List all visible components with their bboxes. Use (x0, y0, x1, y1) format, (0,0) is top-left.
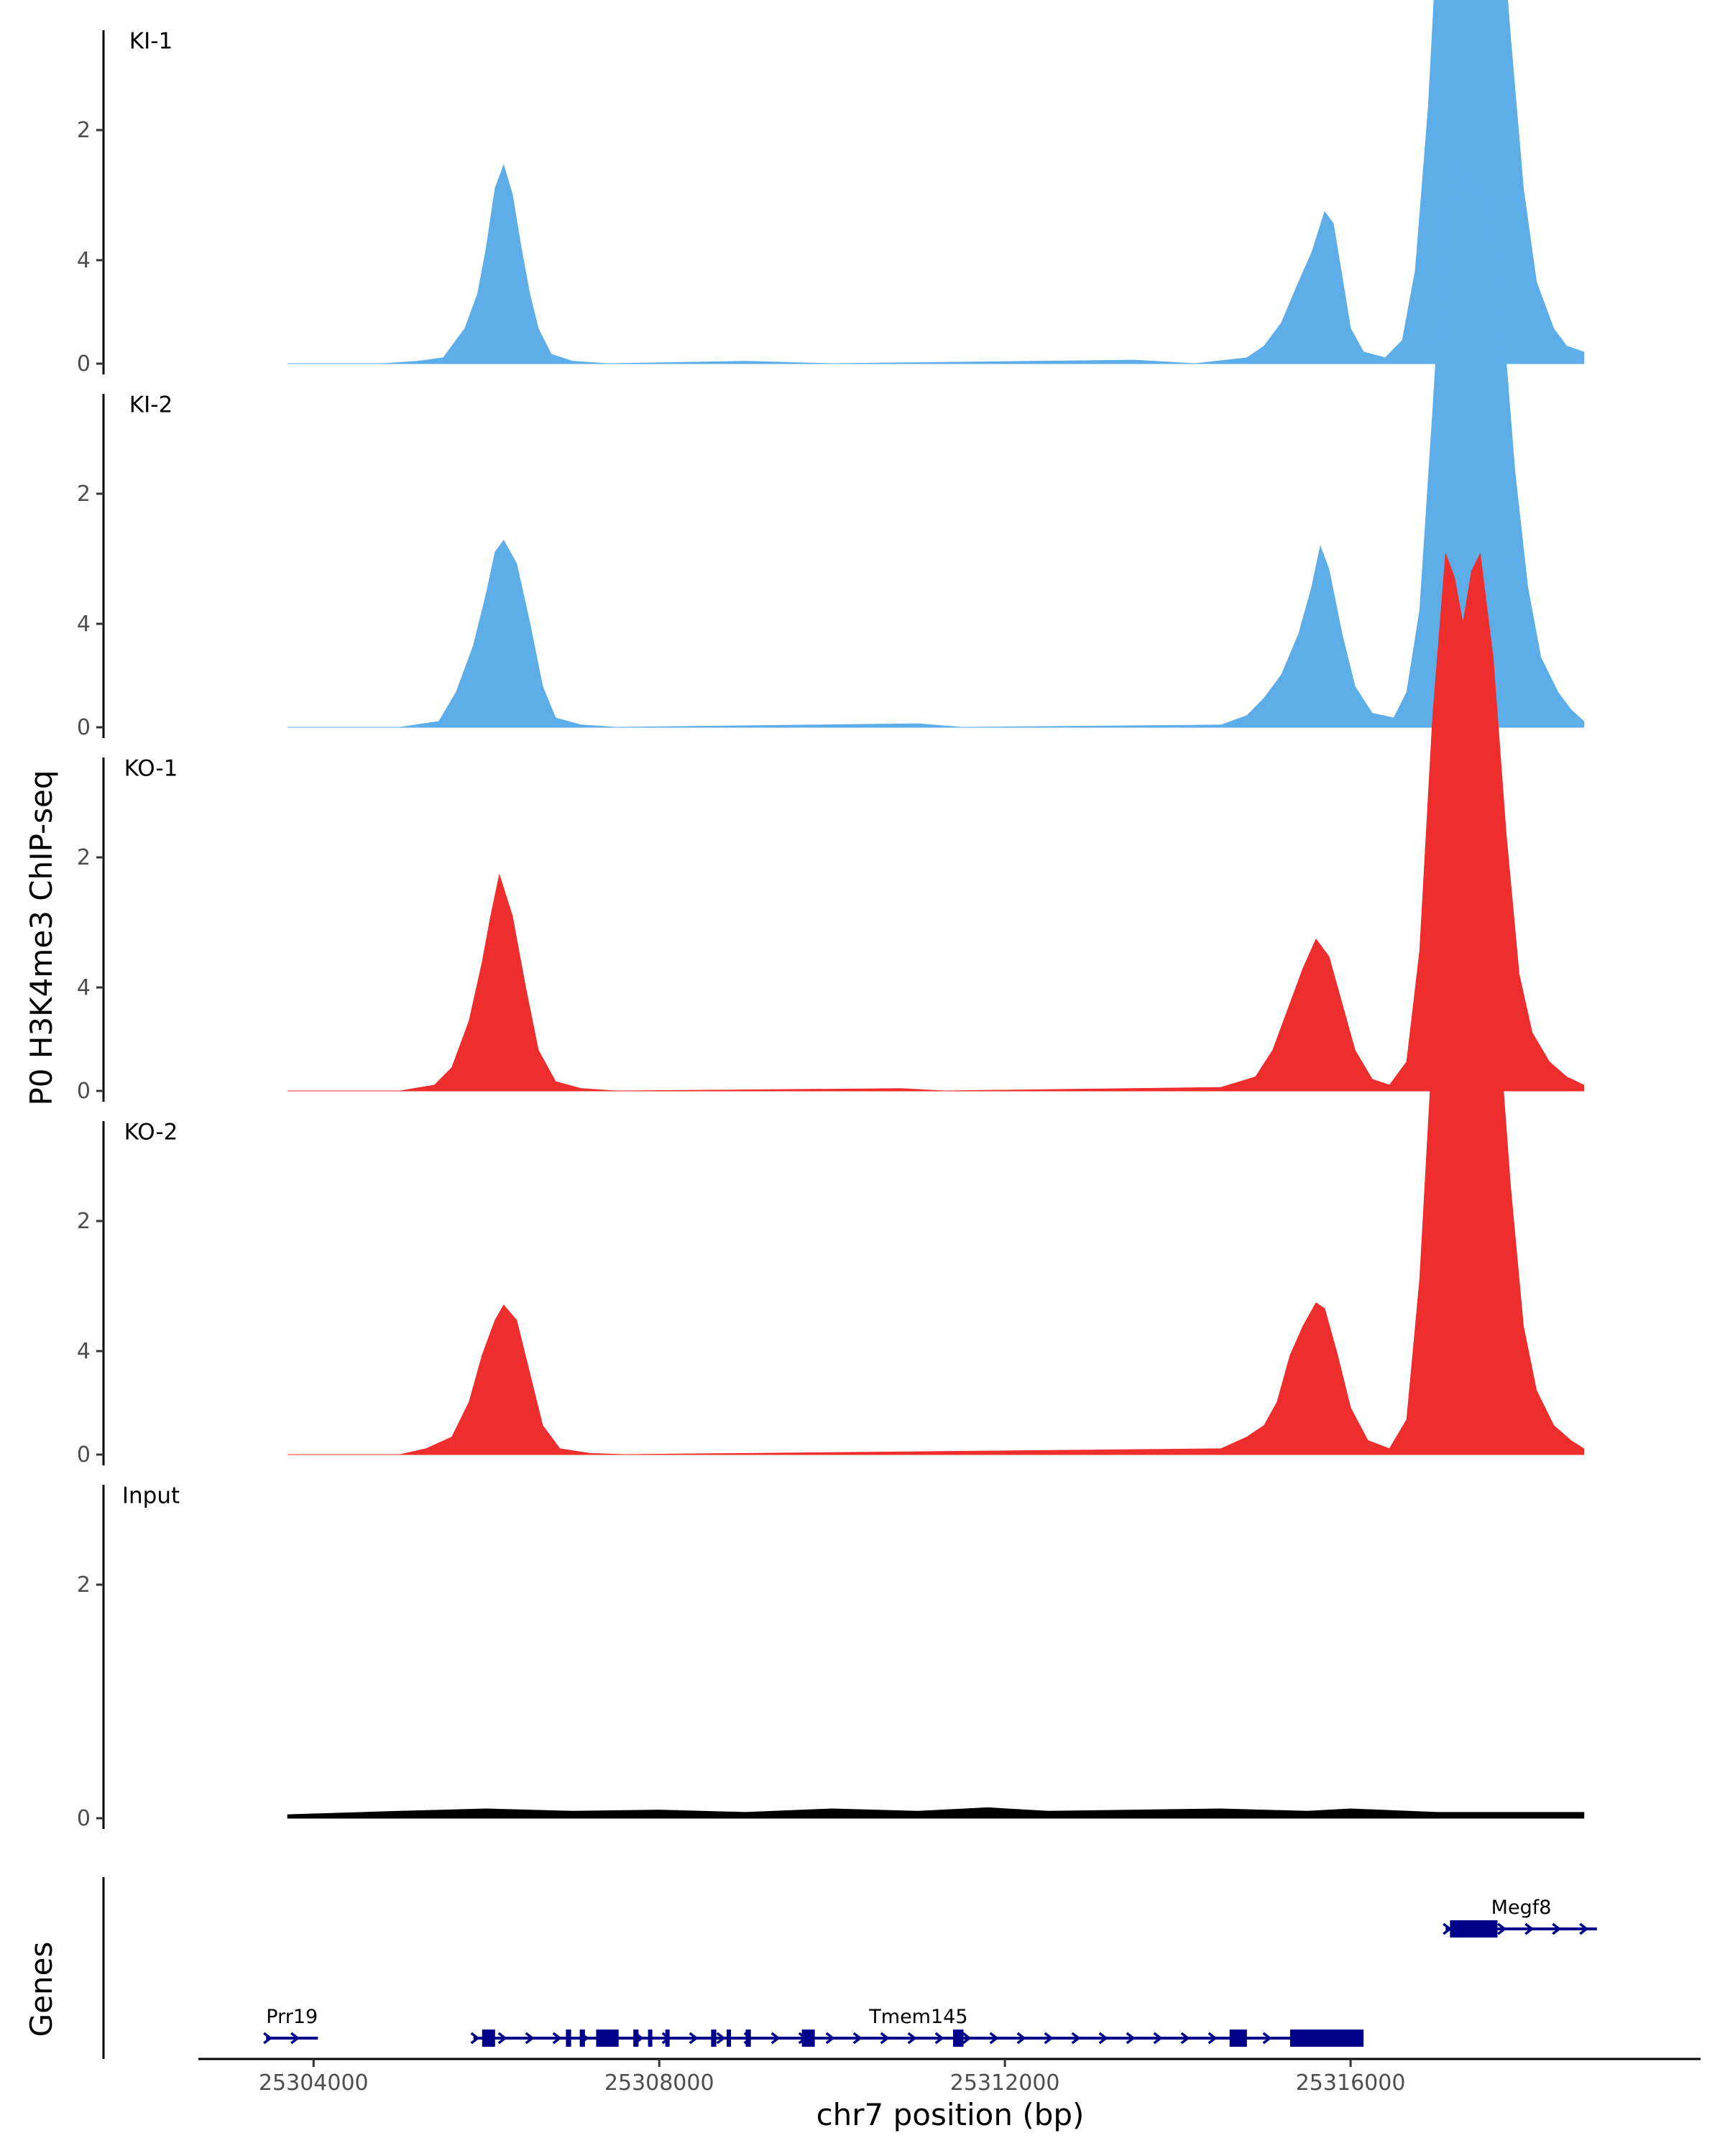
track-label-ki-1: KI-1 (129, 28, 172, 54)
strand-chevron (1208, 2032, 1218, 2045)
exon (1229, 2030, 1247, 2047)
gene-label-prr19: Prr19 (266, 2006, 318, 2028)
y-tick-label: 4 (77, 612, 91, 637)
strand-chevron (852, 2032, 862, 2045)
y-tick-label: 2 (77, 482, 91, 507)
signal-area-ki-2 (288, 160, 1585, 728)
exon (953, 2030, 964, 2047)
strand-chevron (1262, 2032, 1272, 2045)
strand-chevron (1016, 2032, 1026, 2045)
strand-chevron (907, 2032, 917, 2045)
exon (596, 2030, 619, 2047)
signal-area-input (287, 1807, 1585, 1819)
y-tick-label: 4 (77, 248, 91, 273)
y-tick-label: 0 (77, 1442, 91, 1468)
y-tick-label: 2 (77, 845, 91, 870)
gene-tmem145: Tmem145 (470, 2006, 1364, 2047)
strand-chevron (1497, 1922, 1507, 1935)
strand-chevron (1153, 2032, 1163, 2045)
y-tick-label: 0 (77, 351, 91, 377)
exon (745, 2030, 751, 2047)
exon (711, 2030, 717, 2047)
y-tick-label: 0 (77, 715, 91, 740)
strand-chevron (1098, 2032, 1108, 2045)
track-label-ko-2: KO-2 (124, 1119, 178, 1145)
signal-area-ko-2 (288, 888, 1585, 1455)
genes-panel: 25304000 25308000 25312000 25316000 Prr19 Tme… (102, 1877, 1701, 2096)
strand-chevron (1044, 2032, 1054, 2045)
strand-chevron (290, 2032, 300, 2045)
track-ko-2: 0 2 4 KO-2 (77, 888, 1585, 1468)
exon (801, 2030, 815, 2047)
exon (633, 2030, 639, 2047)
exon (665, 2030, 670, 2047)
strand-chevron (552, 2032, 562, 2045)
exon (1450, 1920, 1498, 1938)
track-label-ko-1: KO-1 (124, 755, 178, 781)
x-axis-title: chr7 position (bp) (816, 2097, 1085, 2132)
strand-chevron (962, 2032, 972, 2045)
exon (566, 2030, 571, 2047)
gene-megf8: Megf8 (1443, 1897, 1597, 1938)
strand-chevron (525, 2032, 535, 2045)
gene-label-tmem145: Tmem145 (868, 2006, 967, 2028)
strand-chevron (716, 2032, 726, 2045)
strand-chevron (825, 2032, 835, 2045)
gene-prr19: Prr19 (263, 2006, 318, 2045)
strand-chevron (1071, 2032, 1081, 2045)
y-axis-title: P0 H3K4me3 ChIP-seq (24, 770, 59, 1105)
y-tick-label: 4 (77, 1339, 91, 1364)
track-label-ki-2: KI-2 (129, 392, 172, 418)
y-tick-label: 0 (77, 1079, 91, 1104)
strand-chevron (1579, 1922, 1589, 1935)
exon (579, 2030, 585, 2047)
track-label-input: Input (122, 1483, 180, 1508)
strand-chevron (934, 2032, 944, 2045)
signal-area-ki-1 (288, 0, 1585, 364)
track-ki-1: 0 2 4 KI-1 (77, 0, 1585, 377)
gene-label-megf8: Megf8 (1491, 1897, 1552, 1919)
strand-chevron (497, 2032, 507, 2045)
x-tick-label: 25316000 (1296, 2070, 1406, 2096)
y-tick-label: 0 (77, 1806, 91, 1831)
x-tick-label: 25312000 (950, 2070, 1060, 2096)
y-tick-label: 2 (77, 118, 91, 143)
exon (648, 2030, 653, 2047)
strand-chevron (1524, 1922, 1535, 1935)
strand-chevron (1126, 2032, 1136, 2045)
strand-chevron (1443, 1922, 1453, 1935)
strand-chevron (470, 2032, 480, 2045)
exon (482, 2030, 495, 2047)
genes-axis-title: Genes (24, 1942, 59, 2037)
exon (727, 2030, 732, 2047)
strand-chevron (989, 2032, 999, 2045)
y-tick-label: 2 (77, 1572, 91, 1598)
strand-chevron (263, 2032, 273, 2045)
y-tick-label: 4 (77, 975, 91, 1000)
exon (1289, 2030, 1364, 2047)
strand-chevron (880, 2032, 890, 2045)
strand-chevron (1552, 1922, 1562, 1935)
strand-chevron (689, 2032, 699, 2045)
x-tick-label: 25304000 (259, 2070, 369, 2096)
strand-chevron (1180, 2032, 1190, 2045)
track-ki-2: 0 2 4 KI-2 (77, 160, 1585, 740)
track-input: 0 2 4 Input (77, 1339, 1585, 1831)
x-tick-label: 25308000 (604, 2070, 714, 2096)
track-ko-1: 0 2 4 KO-1 (77, 552, 1585, 1104)
strand-chevron (770, 2032, 781, 2045)
y-tick-label: 2 (77, 1209, 91, 1234)
